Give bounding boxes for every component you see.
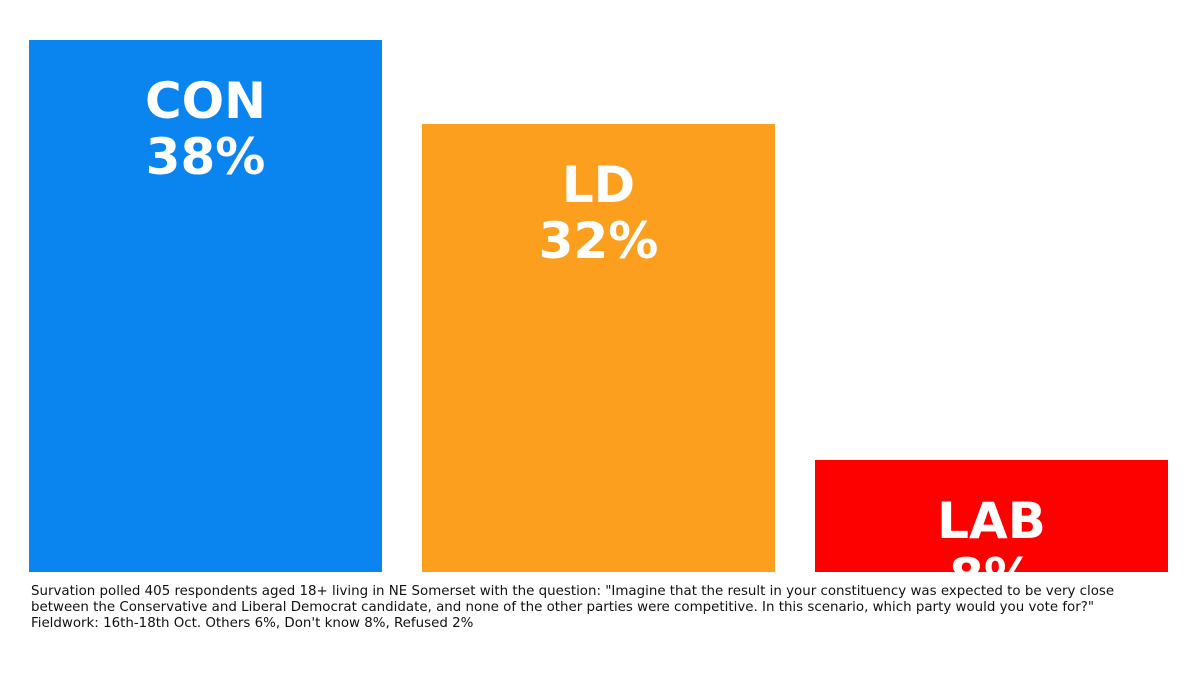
bar-category-label-lab: LAB xyxy=(937,492,1046,550)
bar-category-label-ld: LD xyxy=(562,156,635,214)
footnote-line-3: Fieldwork: 16th-18th Oct. Others 6%, Don… xyxy=(31,616,474,631)
bar-con xyxy=(29,40,382,572)
bar-value-label-lab: 8% xyxy=(949,548,1034,580)
bar-value-label-con: 38% xyxy=(146,128,266,186)
footnote: Survation polled 405 respondents aged 18… xyxy=(31,584,1181,632)
footnote-line-2: between the Conservative and Liberal Dem… xyxy=(31,600,1095,615)
bar-lab xyxy=(815,460,1168,572)
bar-category-label-con: CON xyxy=(145,72,266,130)
bar-value-label-ld: 32% xyxy=(539,212,659,270)
footnote-line-1: Survation polled 405 respondents aged 18… xyxy=(31,584,1115,599)
bar-ld xyxy=(422,124,775,572)
